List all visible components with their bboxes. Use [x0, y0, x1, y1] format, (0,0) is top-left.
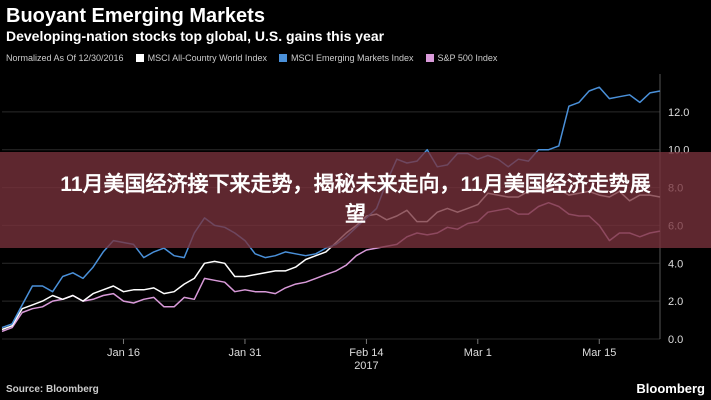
- x-tick-label-1: Jan 31: [228, 347, 261, 359]
- banner-text: 11月美国经济接下来走势，揭秘未来走向，11月美国经济走势展望: [60, 173, 651, 226]
- x-year-label: 2017: [354, 360, 378, 372]
- y-tick-label-1: 2.0: [668, 296, 683, 308]
- legend-swatch-sp500: [425, 54, 434, 62]
- overlay-banner: 11月美国经济接下来走势，揭秘未来走向，11月美国经济走势展望: [0, 152, 711, 248]
- x-tick-label-0: Jan 16: [107, 347, 140, 359]
- x-axis-ticks: Jan 16 Jan 31 Feb 14 Mar 1 Mar 15 2017: [107, 339, 616, 372]
- legend-label-sp500: S&P 500 Index: [437, 53, 498, 63]
- chart-title: Buoyant Emerging Markets: [6, 5, 265, 27]
- x-tick-label-4: Mar 15: [582, 347, 616, 359]
- legend-normalized-label: Normalized As Of 12/30/2016: [6, 53, 124, 63]
- y-tick-label-6: 12.0: [668, 107, 689, 119]
- legend-item-sp500: S&P 500 Index: [425, 53, 498, 63]
- y-tick-label-0: 0.0: [668, 334, 683, 346]
- legend-swatch-world: [135, 54, 144, 62]
- legend-item-emerging: MSCI Emerging Markets Index: [278, 53, 414, 63]
- legend-label-emerging: MSCI Emerging Markets Index: [290, 53, 414, 63]
- chart-subtitle: Developing-nation stocks top global, U.S…: [6, 28, 385, 44]
- legend-label-world: MSCI All-Country World Index: [147, 53, 267, 63]
- x-tick-label-2: Feb 14: [349, 347, 383, 359]
- legend-item-world: MSCI All-Country World Index: [135, 53, 267, 63]
- y-tick-label-2: 4.0: [668, 258, 683, 270]
- legend-swatch-emerging: [278, 54, 287, 62]
- legend: Normalized As Of 12/30/2016 MSCI All-Cou…: [6, 53, 497, 63]
- bloomberg-logo: Bloomberg: [636, 381, 705, 396]
- x-tick-label-3: Mar 1: [464, 347, 492, 359]
- source-note: Source: Bloomberg: [6, 384, 99, 395]
